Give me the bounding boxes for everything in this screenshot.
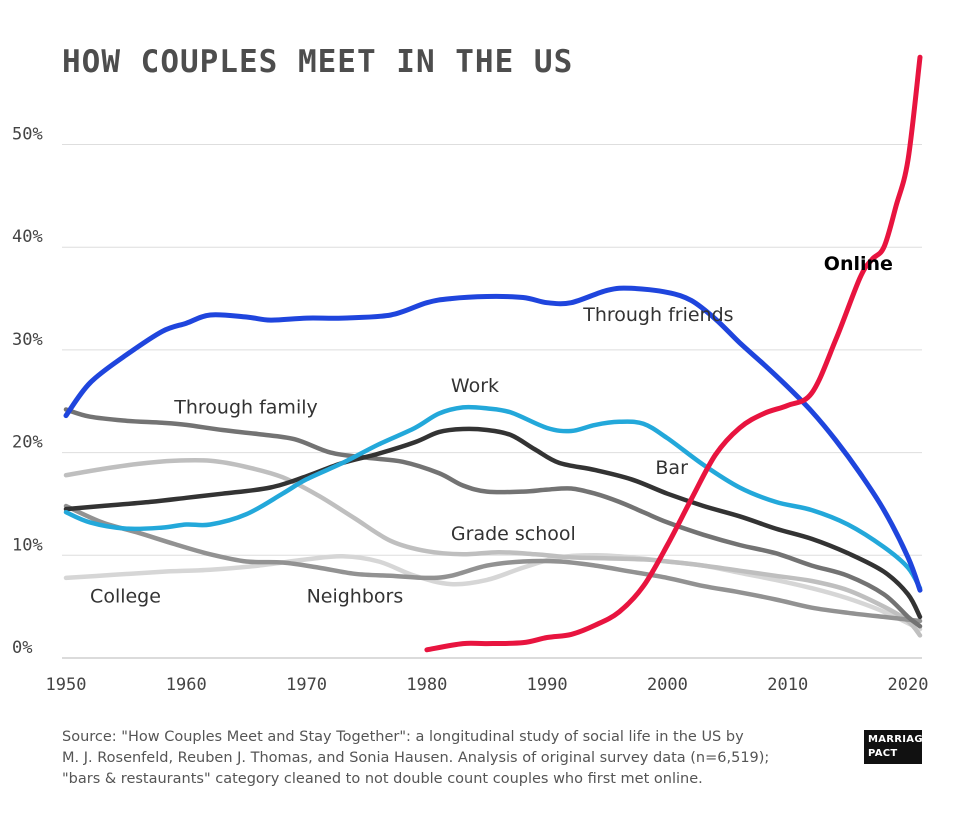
x-tick-label-2020: 2020: [888, 675, 929, 695]
source-line-2: M. J. Rosenfeld, Reuben J. Thomas, and S…: [62, 750, 770, 766]
series-label-grade-school: Grade school: [451, 523, 576, 545]
series-label-through-friends: Through friends: [582, 304, 733, 326]
y-tick-label-20: 20%: [12, 433, 43, 453]
x-tick-label-1980: 1980: [406, 675, 447, 695]
source-line-3: "bars & restaurants" category cleaned to…: [62, 771, 703, 787]
series-lines: [63, 54, 923, 653]
x-tick-label-1950: 1950: [46, 675, 87, 695]
y-tick-labels: 0% 10% 20% 30% 40% 50%: [12, 125, 43, 659]
series-label-neighbors: Neighbors: [307, 586, 404, 608]
x-tick-label-2010: 2010: [767, 675, 808, 695]
source-note: Source: "How Couples Meet and Stay Toget…: [62, 727, 822, 790]
series-line-online: [424, 54, 923, 653]
chart-title: HOW COUPLES MEET IN THE US: [62, 44, 573, 80]
source-line-1: Source: "How Couples Meet and Stay Toget…: [62, 729, 744, 745]
x-tick-labels: 1950 1960 1970 1980 1990 2000 2010 2020: [46, 675, 929, 695]
series-label-bar: Bar: [655, 457, 688, 479]
y-tick-label-40: 40%: [12, 227, 43, 247]
x-tick-label-2000: 2000: [647, 675, 688, 695]
series-line-college: [63, 553, 923, 632]
series-line-grade-school: [63, 457, 923, 638]
x-tick-label-1970: 1970: [286, 675, 327, 695]
y-tick-label-50: 50%: [12, 125, 43, 145]
series-label-through-family: Through family: [173, 397, 318, 419]
series-line-through-family: [63, 407, 923, 629]
series-line-bar: [63, 426, 923, 620]
series-label-online: Online: [824, 253, 893, 275]
series-label-work: Work: [451, 375, 499, 397]
logo-line-2: PACT: [868, 748, 898, 759]
series-labels: Through friends Online Work Through family B…: [90, 253, 893, 608]
y-tick-label-10: 10%: [12, 535, 43, 555]
x-tick-label-1960: 1960: [166, 675, 207, 695]
series-line-through-friends: [63, 285, 923, 593]
logo-line-1: MARRIAGE: [868, 734, 930, 745]
y-tick-label-0: 0%: [12, 638, 32, 658]
marriage-pact-logo: MARRIAGE PACT: [864, 730, 930, 764]
series-line-neighbors: [63, 503, 923, 624]
series-label-college: College: [90, 586, 161, 608]
y-tick-label-30: 30%: [12, 330, 43, 350]
series-line-work: [63, 404, 923, 591]
x-tick-label-1990: 1990: [527, 675, 568, 695]
